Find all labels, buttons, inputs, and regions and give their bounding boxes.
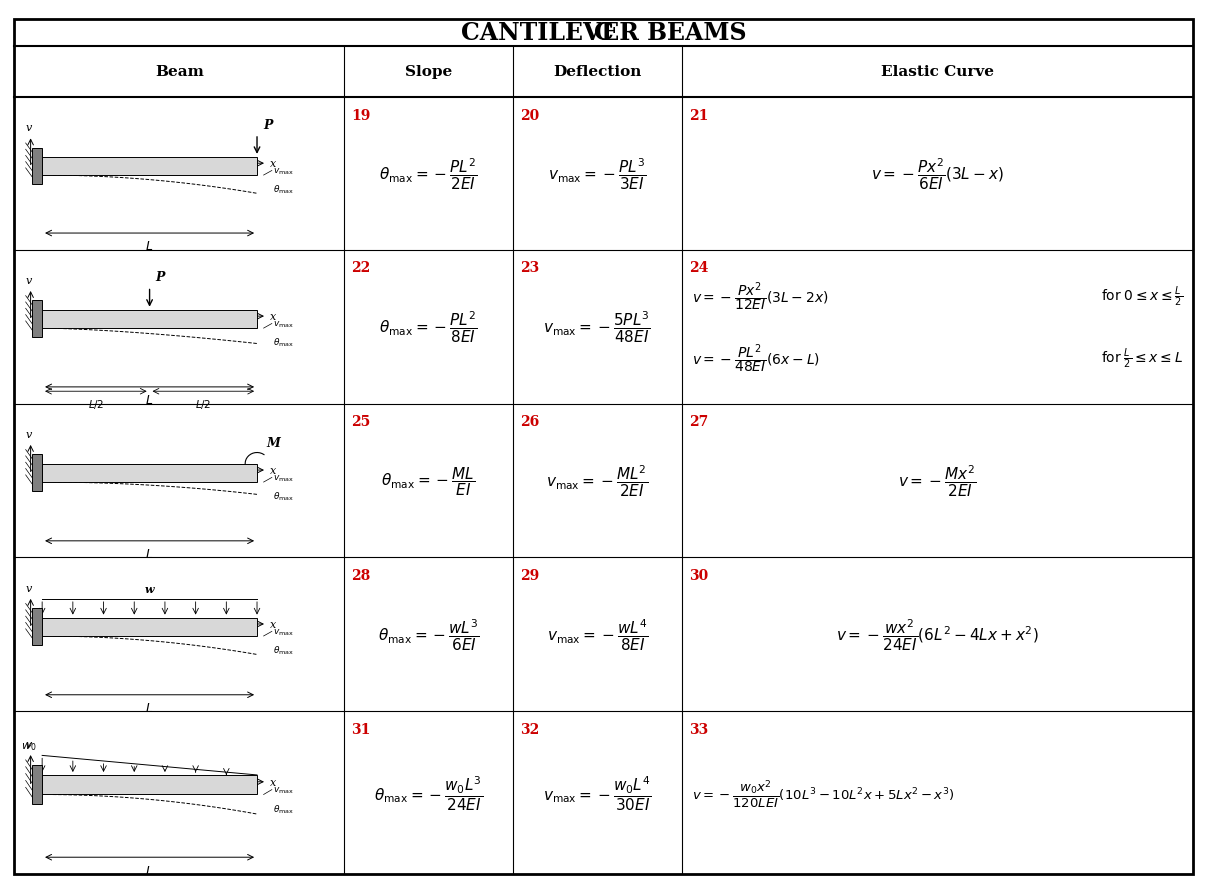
Text: w: w: [145, 584, 154, 595]
Text: 22: 22: [351, 261, 371, 275]
Text: $v_{\rm max}$: $v_{\rm max}$: [274, 319, 295, 329]
Text: 30: 30: [689, 569, 709, 583]
Text: CANTILEVER BEAMS: CANTILEVER BEAMS: [461, 21, 746, 45]
Text: v: v: [25, 739, 33, 749]
Text: $v = -\dfrac{Mx^2}{2EI}$: $v = -\dfrac{Mx^2}{2EI}$: [898, 463, 976, 499]
Text: 31: 31: [351, 722, 371, 737]
Text: $v_{\rm max}$: $v_{\rm max}$: [274, 473, 295, 483]
Text: 27: 27: [689, 415, 709, 429]
Text: 21: 21: [689, 109, 709, 123]
Text: $\theta_{\rm max}$: $\theta_{\rm max}$: [274, 336, 295, 349]
Text: x: x: [270, 620, 276, 629]
Text: $v = -\dfrac{PL^2}{48EI}(6x - L)$: $v = -\dfrac{PL^2}{48EI}(6x - L)$: [692, 342, 820, 375]
Text: 23: 23: [520, 261, 540, 275]
Text: $L$: $L$: [146, 701, 153, 714]
Text: $\theta_{\rm max}$: $\theta_{\rm max}$: [274, 644, 295, 656]
Text: v: v: [25, 429, 33, 440]
Bar: [42, 775, 257, 795]
Text: $\theta_{\mathrm{max}} = -\dfrac{PL^2}{2EI}$: $\theta_{\mathrm{max}} = -\dfrac{PL^2}{2…: [379, 156, 478, 192]
Text: $v = -\dfrac{Px^2}{6EI}(3L - x)$: $v = -\dfrac{Px^2}{6EI}(3L - x)$: [871, 156, 1003, 192]
Text: $L$: $L$: [146, 393, 153, 407]
Bar: [42, 618, 257, 637]
Text: 26: 26: [520, 415, 540, 429]
Text: $v = -\dfrac{Px^2}{12EI}(3L - 2x)$: $v = -\dfrac{Px^2}{12EI}(3L - 2x)$: [692, 280, 828, 313]
Text: $\theta_{\mathrm{max}} = -\dfrac{wL^3}{6EI}$: $\theta_{\mathrm{max}} = -\dfrac{wL^3}{6…: [378, 617, 479, 653]
Bar: [33, 301, 42, 338]
Text: Slope: Slope: [404, 65, 453, 80]
Text: x: x: [270, 777, 276, 787]
Text: $L$: $L$: [146, 547, 153, 561]
Text: $v_{\rm max}$: $v_{\rm max}$: [274, 627, 295, 637]
Text: v: v: [25, 583, 33, 594]
Text: $v_{\mathrm{max}} = -\dfrac{ML^2}{2EI}$: $v_{\mathrm{max}} = -\dfrac{ML^2}{2EI}$: [547, 463, 648, 499]
Text: 20: 20: [520, 109, 540, 123]
Text: v: v: [25, 275, 33, 286]
Text: $\mathrm{for}\; 0 \leq x \leq \frac{L}{2}$: $\mathrm{for}\; 0 \leq x \leq \frac{L}{2…: [1101, 284, 1183, 308]
Text: $v_{\mathrm{max}} = -\dfrac{PL^3}{3EI}$: $v_{\mathrm{max}} = -\dfrac{PL^3}{3EI}$: [548, 156, 647, 192]
Text: 19: 19: [351, 109, 371, 123]
Text: $L/2$: $L/2$: [88, 398, 104, 411]
Text: $v_{\mathrm{max}} = -\dfrac{wL^4}{8EI}$: $v_{\mathrm{max}} = -\dfrac{wL^4}{8EI}$: [547, 617, 648, 653]
Text: $\theta_{\mathrm{max}} = -\dfrac{w_0 L^3}{24EI}$: $\theta_{\mathrm{max}} = -\dfrac{w_0 L^3…: [374, 774, 483, 812]
Text: $L/2$: $L/2$: [196, 398, 211, 411]
Text: x: x: [270, 159, 276, 169]
Text: $v_{\rm max}$: $v_{\rm max}$: [274, 784, 295, 795]
Bar: [33, 148, 42, 185]
Bar: [42, 157, 257, 176]
Text: $v_{\rm max}$: $v_{\rm max}$: [274, 166, 295, 176]
Bar: [42, 464, 257, 483]
Text: 29: 29: [520, 569, 540, 583]
Text: $\theta_{\rm max}$: $\theta_{\rm max}$: [274, 803, 295, 815]
Text: $\mathrm{for}\; \frac{L}{2} \leq x \leq L$: $\mathrm{for}\; \frac{L}{2} \leq x \leq …: [1101, 346, 1183, 370]
Text: $\theta_{\rm max}$: $\theta_{\rm max}$: [274, 183, 295, 196]
Text: x: x: [270, 466, 276, 476]
Text: $w_0$: $w_0$: [21, 740, 36, 752]
Text: C: C: [594, 21, 613, 45]
Text: 33: 33: [689, 722, 709, 737]
Text: x: x: [270, 312, 276, 322]
Text: $v_{\mathrm{max}} = -\dfrac{5PL^3}{48EI}$: $v_{\mathrm{max}} = -\dfrac{5PL^3}{48EI}…: [543, 309, 652, 345]
Bar: [33, 455, 42, 492]
Text: Beam: Beam: [154, 65, 204, 80]
Bar: [33, 765, 42, 805]
Bar: [33, 609, 42, 645]
Text: $L$: $L$: [146, 864, 153, 877]
Text: 24: 24: [689, 261, 709, 275]
Text: P: P: [263, 119, 273, 131]
Text: $v = -\dfrac{wx^2}{24EI}(6L^2 - 4Lx + x^2)$: $v = -\dfrac{wx^2}{24EI}(6L^2 - 4Lx + x^…: [836, 617, 1038, 653]
Text: v: v: [25, 123, 33, 133]
Text: M: M: [267, 436, 280, 449]
Text: Elastic Curve: Elastic Curve: [881, 65, 993, 80]
Text: Deflection: Deflection: [553, 65, 642, 80]
Text: $\theta_{\rm max}$: $\theta_{\rm max}$: [274, 490, 295, 502]
Text: P: P: [156, 271, 165, 284]
Text: 32: 32: [520, 722, 540, 737]
Text: 25: 25: [351, 415, 371, 429]
Text: $v = -\dfrac{w_0 x^2}{120LEI}(10L^3 - 10L^2 x + 5Lx^2 - x^3)$: $v = -\dfrac{w_0 x^2}{120LEI}(10L^3 - 10…: [692, 777, 955, 809]
Text: 28: 28: [351, 569, 371, 583]
Text: $\theta_{\mathrm{max}} = -\dfrac{ML}{EI}$: $\theta_{\mathrm{max}} = -\dfrac{ML}{EI}…: [381, 465, 476, 497]
Text: $\theta_{\mathrm{max}} = -\dfrac{PL^2}{8EI}$: $\theta_{\mathrm{max}} = -\dfrac{PL^2}{8…: [379, 309, 478, 345]
Text: $L$: $L$: [146, 240, 153, 253]
Bar: [42, 310, 257, 329]
Text: $v_{\mathrm{max}} = -\dfrac{w_0 L^4}{30EI}$: $v_{\mathrm{max}} = -\dfrac{w_0 L^4}{30E…: [543, 774, 652, 812]
